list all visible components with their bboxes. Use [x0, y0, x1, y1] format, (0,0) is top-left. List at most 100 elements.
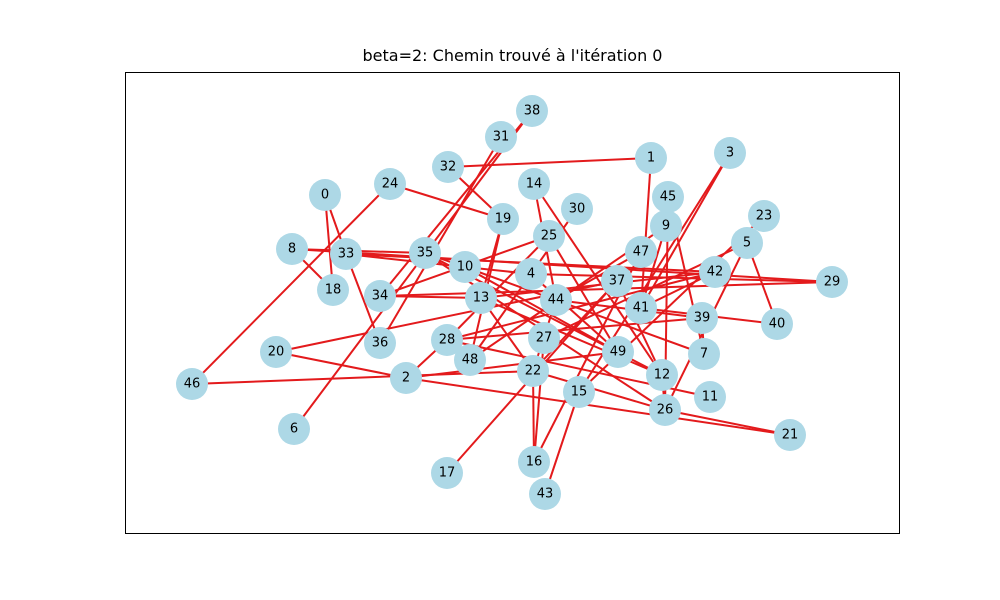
- node-42: 42: [699, 256, 731, 288]
- node-circle-23: [748, 200, 780, 232]
- node-label-10: 10: [457, 260, 474, 275]
- edge-38-6: [293, 110, 533, 430]
- edge-41-1: [640, 157, 652, 309]
- node-label-32: 32: [440, 160, 457, 175]
- node-label-14: 14: [526, 177, 543, 192]
- node-circle-43: [529, 478, 561, 510]
- node-37: 37: [601, 265, 633, 297]
- node-label-2: 2: [402, 371, 410, 386]
- edge-26-21: [664, 409, 791, 436]
- node-11: 11: [694, 381, 726, 413]
- edge-20-2: [275, 351, 407, 379]
- node-circle-5: [731, 227, 763, 259]
- node-circle-16: [518, 446, 550, 478]
- node-label-21: 21: [782, 428, 799, 443]
- node-36: 36: [364, 327, 396, 359]
- node-39: 39: [686, 302, 718, 334]
- node-circle-41: [625, 292, 657, 324]
- edge-24-46: [191, 183, 391, 385]
- edge-31-36: [379, 136, 502, 344]
- node-label-6: 6: [290, 422, 298, 437]
- node-circle-13: [465, 282, 497, 314]
- node-circle-29: [816, 266, 848, 298]
- edge-2-49: [405, 351, 619, 379]
- node-7: 7: [688, 338, 720, 370]
- node-27: 27: [528, 322, 560, 354]
- node-label-29: 29: [824, 275, 841, 290]
- node-circle-47: [625, 236, 657, 268]
- edge-14-12: [533, 183, 663, 376]
- node-circle-39: [686, 302, 718, 334]
- node-label-27: 27: [536, 331, 553, 346]
- node-12: 12: [646, 359, 678, 391]
- node-circle-38: [516, 95, 548, 127]
- node-label-18: 18: [325, 283, 342, 298]
- node-19: 19: [487, 203, 519, 235]
- node-circle-6: [278, 413, 310, 445]
- node-circle-34: [364, 280, 396, 312]
- node-circle-12: [646, 359, 678, 391]
- edge-46-22: [191, 370, 534, 385]
- node-circle-37: [601, 265, 633, 297]
- node-circle-15: [563, 376, 595, 408]
- node-circle-10: [449, 251, 481, 283]
- node-4: 4: [515, 258, 547, 290]
- node-24: 24: [374, 168, 406, 200]
- node-label-34: 34: [372, 289, 389, 304]
- node-label-36: 36: [372, 336, 389, 351]
- edge-28-25: [446, 235, 550, 341]
- node-circle-35: [409, 237, 441, 269]
- edge-44-47: [555, 251, 642, 301]
- node-label-24: 24: [382, 177, 399, 192]
- node-label-3: 3: [726, 146, 734, 161]
- node-circle-28: [431, 324, 463, 356]
- node-circle-2: [390, 362, 422, 394]
- node-label-11: 11: [702, 390, 719, 405]
- edge-37-22: [532, 280, 618, 372]
- edge-2-21: [405, 377, 791, 436]
- node-9: 9: [650, 210, 682, 242]
- node-32: 32: [432, 151, 464, 183]
- node-label-44: 44: [548, 293, 565, 308]
- node-label-43: 43: [537, 487, 554, 502]
- node-0: 0: [309, 179, 341, 211]
- node-40: 40: [761, 308, 793, 340]
- node-label-46: 46: [184, 377, 201, 392]
- node-18: 18: [317, 274, 349, 306]
- edge-32-1: [447, 157, 652, 168]
- node-circle-32: [432, 151, 464, 183]
- node-layer: 0123456789101112131415161718192021222324…: [176, 95, 848, 510]
- node-33: 33: [330, 238, 362, 270]
- node-34: 34: [364, 280, 396, 312]
- node-circle-20: [260, 336, 292, 368]
- node-circle-30: [561, 193, 593, 225]
- node-label-26: 26: [657, 403, 674, 418]
- node-circle-18: [317, 274, 349, 306]
- node-circle-48: [454, 344, 486, 376]
- node-circle-46: [176, 368, 208, 400]
- node-5: 5: [731, 227, 763, 259]
- node-label-16: 16: [526, 455, 543, 470]
- node-circle-25: [533, 220, 565, 252]
- node-8: 8: [276, 233, 308, 265]
- node-label-0: 0: [321, 188, 329, 203]
- node-label-17: 17: [439, 466, 456, 481]
- node-label-31: 31: [493, 130, 510, 145]
- node-circle-8: [276, 233, 308, 265]
- node-label-33: 33: [338, 247, 355, 262]
- node-label-45: 45: [660, 190, 677, 205]
- node-17: 17: [431, 457, 463, 489]
- node-circle-42: [699, 256, 731, 288]
- plot-frame: [125, 72, 900, 534]
- node-circle-40: [761, 308, 793, 340]
- edge-10-49: [464, 266, 619, 353]
- node-label-49: 49: [610, 345, 627, 360]
- node-circle-44: [540, 284, 572, 316]
- node-label-23: 23: [756, 209, 773, 224]
- node-label-13: 13: [473, 291, 490, 306]
- node-label-7: 7: [700, 347, 708, 362]
- node-25: 25: [533, 220, 565, 252]
- node-label-25: 25: [541, 229, 558, 244]
- edge-25-49: [548, 235, 619, 353]
